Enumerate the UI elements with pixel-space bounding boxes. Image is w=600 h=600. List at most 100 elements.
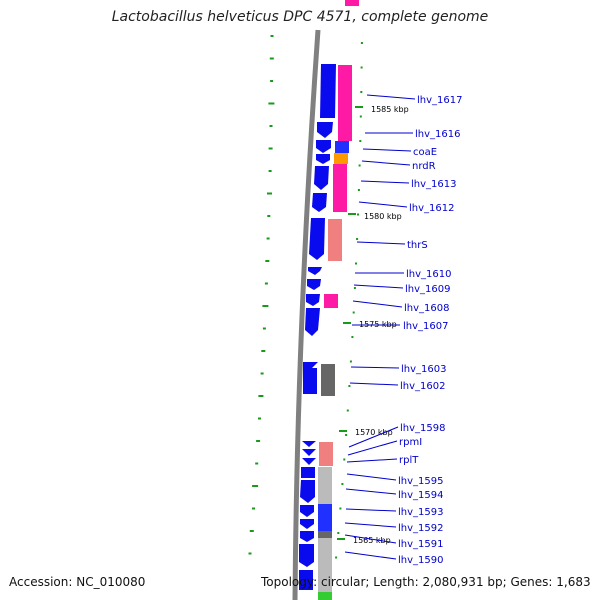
leader-line <box>363 149 411 151</box>
gc-tick <box>358 189 360 191</box>
gene-label[interactable]: lhv_1598 <box>400 423 445 434</box>
gene-arrow[interactable] <box>302 449 316 456</box>
leader-line <box>354 285 403 288</box>
gene-arrow[interactable] <box>303 368 317 394</box>
kbp-tick <box>337 538 345 540</box>
gene-arrow[interactable] <box>300 531 314 542</box>
gene-arrow[interactable] <box>307 279 321 290</box>
gene-label[interactable]: lhv_1608 <box>404 303 449 314</box>
cog-block <box>324 294 338 308</box>
gc-content-track <box>249 35 275 555</box>
gene-arrow[interactable] <box>308 267 322 275</box>
gene-label[interactable]: nrdR <box>412 161 436 172</box>
gene-arrow[interactable] <box>300 519 314 529</box>
kbp-tick <box>355 106 363 108</box>
leader-line <box>347 459 397 462</box>
leader-line <box>353 301 402 307</box>
topology-text: Topology: circular; Length: 2,080,931 bp… <box>261 575 591 589</box>
gc-tick <box>347 410 349 412</box>
cog-block <box>319 458 333 466</box>
cog-block <box>318 504 332 531</box>
gc-tick <box>267 193 272 195</box>
gene-label[interactable]: coaE <box>413 147 437 158</box>
gc-tick <box>270 58 274 60</box>
leader-line <box>350 383 398 385</box>
kbp-label: 1580 kbp <box>364 212 402 221</box>
gene-arrow[interactable] <box>316 140 331 153</box>
gc-tick <box>359 140 361 142</box>
gc-tick <box>270 80 273 82</box>
gene-label[interactable]: lhv_1594 <box>398 490 443 501</box>
gc-tick <box>335 557 337 559</box>
gc-tick <box>348 385 350 387</box>
gene-label[interactable]: lhv_1616 <box>415 129 460 140</box>
gene-arrow[interactable] <box>317 122 333 138</box>
gene-arrow[interactable] <box>305 308 320 336</box>
gc-tick <box>258 418 261 420</box>
gene-arrow[interactable] <box>301 467 315 478</box>
gene-arrow[interactable] <box>303 362 318 368</box>
gc-tick <box>268 103 274 105</box>
gc-tick <box>270 125 273 127</box>
kbp-label: 1585 kbp <box>371 105 409 114</box>
gene-label[interactable]: lhv_1592 <box>398 523 443 534</box>
gene-label[interactable]: lhv_1617 <box>417 95 462 106</box>
gene-arrow[interactable] <box>320 64 336 118</box>
gene-label[interactable]: lhv_1610 <box>406 269 451 280</box>
cog-block <box>318 531 332 538</box>
gene-label[interactable]: rplT <box>399 455 419 466</box>
gene-arrow[interactable] <box>312 193 327 212</box>
gene-label[interactable]: lhv_1602 <box>400 381 445 392</box>
cog-block <box>319 442 333 450</box>
gc-tick <box>345 434 347 436</box>
leader-line <box>346 489 396 494</box>
gene-label[interactable]: lhv_1612 <box>409 203 454 214</box>
cog-block <box>318 592 332 600</box>
gene-label[interactable]: lhv_1591 <box>398 539 443 550</box>
leader-line <box>346 509 396 511</box>
gene-arrow[interactable] <box>309 218 325 260</box>
gc-tick <box>339 508 341 510</box>
gene-arrow[interactable] <box>314 166 329 190</box>
gene-label[interactable]: lhv_1607 <box>403 321 448 332</box>
leader-line <box>345 552 396 559</box>
gc-tick <box>263 328 266 330</box>
gc-tick <box>356 238 358 240</box>
gene-label[interactable]: lhv_1595 <box>398 476 443 487</box>
gene-arrow[interactable] <box>306 294 320 306</box>
gc-tick <box>250 530 254 532</box>
gc-tick <box>350 361 352 363</box>
kbp-label: 1570 kbp <box>355 428 393 437</box>
gc-tick <box>353 312 355 314</box>
gene-label[interactable]: rpmI <box>399 437 422 448</box>
kbp-tick <box>339 430 347 432</box>
gene-label[interactable]: thrS <box>407 240 428 251</box>
gc-tick <box>360 116 362 118</box>
gene-label[interactable]: lhv_1593 <box>398 507 443 518</box>
gene-label[interactable]: lhv_1609 <box>405 284 450 295</box>
gene-arrow[interactable] <box>302 458 316 465</box>
gc-tick <box>265 260 269 262</box>
gene-arrow[interactable] <box>302 441 316 447</box>
leader-line <box>367 95 415 99</box>
gene-label[interactable]: lhv_1590 <box>398 555 443 566</box>
leader-line <box>351 367 399 368</box>
kbp-tick <box>348 213 356 215</box>
gc-tick <box>252 508 255 510</box>
gc-tick <box>261 373 264 375</box>
leader-line <box>359 202 407 207</box>
gc-tick <box>267 215 270 217</box>
gene-label[interactable]: lhv_1613 <box>411 179 456 190</box>
gc-tick <box>261 350 265 352</box>
gc-tick <box>360 91 362 93</box>
accession-text: Accession: NC_010080 <box>9 575 145 589</box>
gene-label[interactable]: lhv_1603 <box>401 364 446 375</box>
gene-arrow[interactable] <box>300 480 315 503</box>
gc-tick <box>269 170 272 172</box>
gc-tick <box>262 305 268 307</box>
gene-arrow[interactable] <box>300 505 314 517</box>
gene-arrow[interactable] <box>316 154 330 164</box>
gene-arrow[interactable] <box>299 544 314 567</box>
gene-labels: lhv_1617 lhv_1616 coaE nrdR lhv_1613 lhv… <box>398 95 462 566</box>
cog-block <box>333 164 347 212</box>
